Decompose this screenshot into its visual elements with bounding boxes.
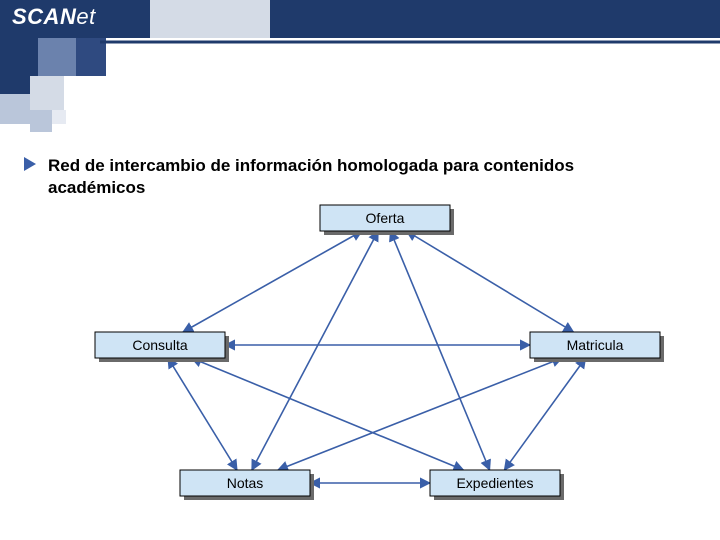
edge-oferta-consulta — [183, 231, 362, 332]
node-label-notas: Notas — [227, 475, 264, 491]
node-label-expedientes: Expedientes — [456, 475, 533, 491]
edge-matricula-notas — [278, 358, 562, 470]
diagram-edges — [168, 231, 586, 483]
edge-oferta-notas — [252, 231, 378, 470]
bullet-icon — [24, 157, 40, 171]
diagram-svg: Oferta Consulta Matricula Notas Expedientes — [0, 0, 720, 540]
edge-consulta-expedientes — [192, 358, 464, 470]
edge-consulta-notas — [168, 358, 237, 470]
description-text: Red de intercambio de información homolo… — [48, 155, 608, 199]
edge-matricula-expedientes — [504, 358, 585, 470]
node-label-matricula: Matricula — [567, 337, 624, 353]
edge-oferta-matricula — [406, 231, 573, 332]
node-label-consulta: Consulta — [132, 337, 187, 353]
edge-oferta-expedientes — [390, 231, 489, 470]
node-label-oferta: Oferta — [366, 210, 405, 226]
diagram-nodes: Oferta Consulta Matricula Notas Expedientes — [95, 205, 660, 496]
decorative-squares — [0, 0, 270, 132]
